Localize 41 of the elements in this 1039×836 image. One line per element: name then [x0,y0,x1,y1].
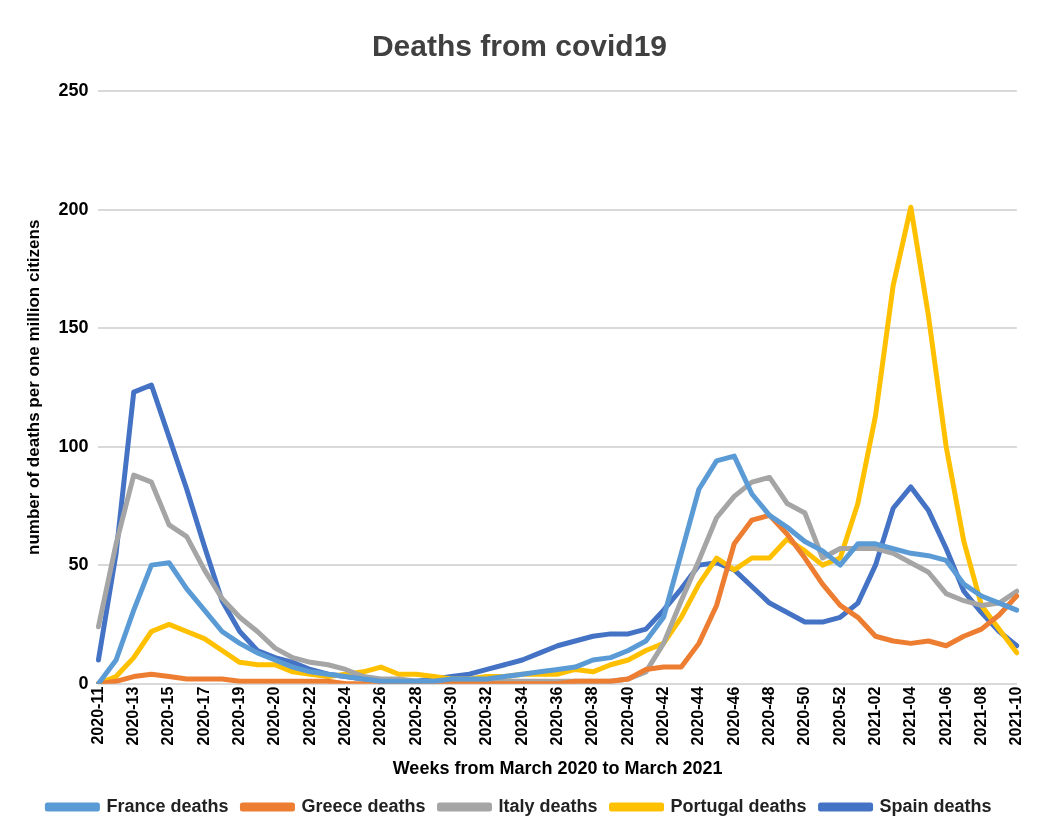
x-tick-label: 2020-26 [371,686,389,746]
x-tick-label: 2021-10 [1007,686,1025,746]
x-tick-label: 2020-38 [583,686,601,746]
x-tick-label: 2021-04 [901,686,919,746]
x-tick-label: 2020-28 [406,686,424,746]
x-tick-label: 2020-17 [194,686,212,746]
legend-label: Spain deaths [879,795,992,816]
y-axis-title: number of deaths per one million citizens [23,219,43,555]
y-tick-label: 100 [58,435,89,456]
x-tick-label: 2020-36 [548,686,566,746]
x-tick-label: 2020-11 [88,686,106,745]
x-tick-label: 2021-06 [936,686,954,746]
x-tick-label: 2020-15 [159,686,177,746]
y-tick-label: 200 [58,198,89,219]
x-tick-label: 2020-42 [653,686,671,746]
x-tick-label: 2020-48 [759,686,777,746]
legend-label: Italy deaths [498,795,598,816]
y-tick-label: 50 [68,554,89,575]
x-tick-label: 2020-30 [442,686,460,746]
x-tick-label: 2021-02 [865,686,883,746]
x-tick-label: 2020-24 [336,686,354,746]
x-tick-label: 2020-20 [265,686,283,746]
x-tick-label: 2020-19 [230,686,248,746]
x-tick-label: 2020-40 [618,686,636,746]
x-axis-title: Weeks from March 2020 to March 2021 [392,758,723,779]
x-tick-label: 2020-13 [124,686,142,746]
x-tick-label: 2020-44 [689,686,707,746]
legend-label: Greece deaths [301,795,426,816]
x-tick-label: 2020-32 [477,686,495,746]
x-tick-label: 2020-50 [795,686,813,746]
legend-label: Portugal deaths [670,795,807,816]
legend-label: France deaths [106,795,229,816]
x-tick-label: 2021-08 [971,686,989,746]
y-tick-label: 250 [58,79,89,100]
x-tick-label: 2020-22 [300,686,318,746]
y-tick-label: 0 [78,672,89,693]
chart-title: Deaths from covid19 [371,29,668,63]
y-tick-label: 150 [58,317,89,338]
x-tick-label: 2020-34 [512,686,530,746]
x-tick-label: 2020-52 [830,686,848,746]
x-tick-label: 2020-46 [724,686,742,746]
